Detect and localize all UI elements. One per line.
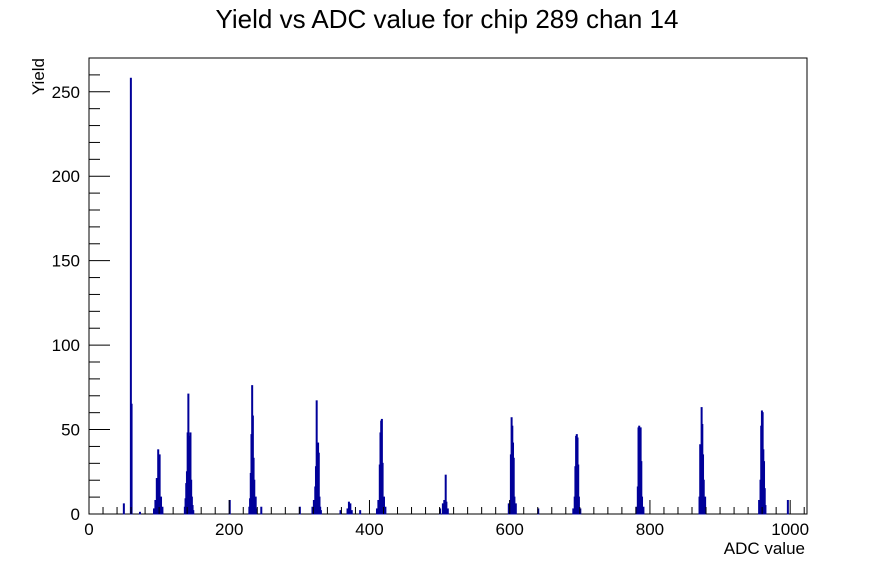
histogram-bin <box>347 501 350 515</box>
x-tick-label: 600 <box>496 520 524 539</box>
histogram-bin <box>758 499 761 515</box>
histogram-bin <box>154 499 157 515</box>
histogram-bin <box>377 499 380 515</box>
histogram-bin <box>577 496 580 515</box>
histogram-bin <box>192 510 195 515</box>
histogram-bars <box>122 77 789 515</box>
histogram-bin <box>255 508 258 515</box>
histogram-bin <box>764 505 767 515</box>
y-tick-label: 0 <box>71 505 80 524</box>
histogram-bin <box>513 496 516 515</box>
y-tick-label: 150 <box>52 252 80 271</box>
x-tick-label: 0 <box>84 520 93 539</box>
histogram-bin <box>349 503 352 515</box>
histogram-bin <box>641 496 644 515</box>
x-tick-label: 400 <box>355 520 383 539</box>
y-tick-label: 200 <box>52 167 80 186</box>
x-tick-label: 1000 <box>771 520 809 539</box>
histogram-bin <box>443 499 446 515</box>
histogram-bin <box>161 506 164 515</box>
y-axis-ticks: 0 50 100 150 200 250 <box>52 74 110 524</box>
x-axis-ticks: 0 200 400 600 800 1000 <box>84 500 809 539</box>
histogram-bin <box>572 508 575 515</box>
histogram-bin <box>122 503 125 515</box>
histogram-bin <box>158 454 161 515</box>
histogram-bin <box>339 510 342 515</box>
x-axis-label: ADC value <box>724 539 805 558</box>
histogram-bin <box>702 479 705 515</box>
histogram-bin <box>375 508 378 515</box>
histogram-bin <box>446 508 449 515</box>
histogram-bin <box>160 496 163 515</box>
histogram-bin <box>153 508 156 515</box>
y-tick-label: 100 <box>52 336 80 355</box>
histogram-bin <box>642 506 645 515</box>
histogram-bin <box>346 508 349 515</box>
y-axis-label: Yield <box>29 58 48 95</box>
histogram-bin <box>319 510 322 515</box>
x-tick-label: 800 <box>636 520 664 539</box>
histogram-bin <box>445 501 448 515</box>
chart-title: Yield vs ADC value for chip 289 chan 14 <box>216 4 679 34</box>
y-tick-label: 50 <box>61 421 80 440</box>
x-tick-label: 200 <box>215 520 243 539</box>
histogram-bin <box>514 503 517 515</box>
y-tick-label: 250 <box>52 83 80 102</box>
histogram-bin <box>359 510 362 515</box>
histogram-bin <box>704 496 707 515</box>
histogram-bin <box>138 511 141 515</box>
histogram-bin <box>260 506 263 515</box>
histogram-bin <box>311 506 314 515</box>
histogram-bin <box>381 462 384 515</box>
histogram-bin <box>130 403 133 515</box>
histogram-bin <box>350 510 353 515</box>
histogram-bin <box>384 506 387 515</box>
histogram-bin <box>441 503 444 515</box>
histogram-bin <box>507 503 510 515</box>
histogram-bin <box>786 499 789 515</box>
